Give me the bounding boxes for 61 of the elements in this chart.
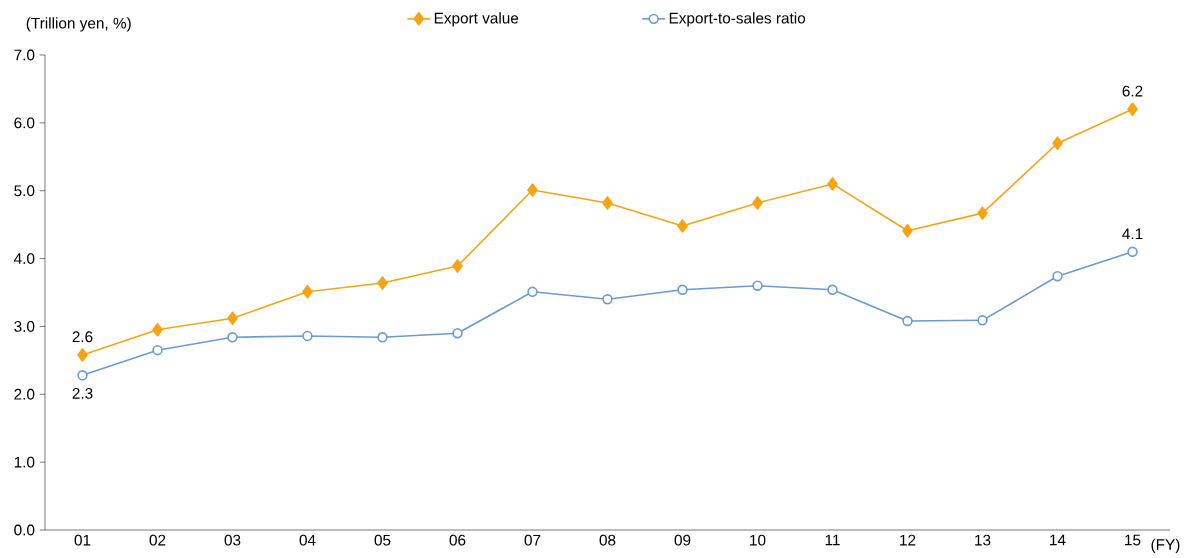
point (1052, 271, 1063, 282)
point (302, 285, 313, 299)
y-tick-label: 4.0 (14, 253, 35, 264)
point (377, 332, 388, 343)
point (902, 315, 913, 327)
point (827, 284, 838, 295)
x-tick-label: 12 (900, 534, 916, 546)
point (677, 219, 688, 233)
x-tick-label: 08 (599, 534, 616, 546)
point (452, 328, 463, 339)
point (227, 332, 238, 343)
point (827, 177, 838, 191)
point (1127, 246, 1138, 257)
point (302, 330, 313, 342)
y-tick-label: 0.0 (14, 524, 35, 536)
point (152, 344, 163, 356)
x-tick-label: 04 (299, 534, 316, 546)
point (602, 294, 613, 305)
x-tick-label: 10 (750, 534, 766, 546)
data-label: 2.3 (72, 388, 93, 399)
point (77, 348, 88, 362)
x-tick-label: 13 (975, 534, 991, 546)
point (527, 286, 538, 298)
data-label: 6.2 (1122, 85, 1143, 97)
point (977, 206, 988, 220)
y-axis-title: (Trillion yen, %) (26, 17, 131, 32)
x-tick-label: 14 (1050, 534, 1066, 546)
x-tick-label: 05 (374, 534, 391, 546)
point (377, 276, 388, 290)
x-tick-label: 11 (825, 534, 840, 546)
point (77, 370, 88, 381)
y-tick-label: 1.0 (14, 456, 35, 468)
point (1127, 102, 1138, 117)
point (227, 311, 238, 326)
x-axis-title: (FY) (1151, 538, 1180, 553)
y-tick-label: 5.0 (14, 185, 35, 197)
legend-label: Export value (434, 12, 519, 27)
point (902, 223, 913, 238)
x-tick-label: 01 (74, 534, 91, 546)
x-tick-label: 09 (674, 534, 691, 546)
x-tick-label: 03 (224, 534, 241, 546)
y-tick-label: 6.0 (14, 117, 35, 129)
point (677, 284, 688, 295)
x-tick-label: 15 (1125, 534, 1141, 546)
data-label: 2.6 (72, 331, 93, 343)
y-tick-label: 7.0 (14, 49, 35, 61)
x-tick-label: 07 (524, 534, 541, 546)
point (527, 183, 538, 197)
data-label: 4.1 (1122, 228, 1143, 240)
point (152, 323, 163, 337)
y-tick-label: 3.0 (14, 321, 35, 332)
point (977, 315, 988, 326)
point (752, 280, 763, 291)
x-tick-label: 06 (449, 534, 466, 546)
y-tick-label: 2.0 (14, 388, 35, 400)
point (1052, 136, 1063, 151)
point (452, 259, 463, 273)
legend-label: Export-to-sales ratio (669, 12, 806, 27)
x-tick-label: 02 (149, 534, 166, 546)
point (752, 196, 763, 210)
point (602, 196, 613, 210)
